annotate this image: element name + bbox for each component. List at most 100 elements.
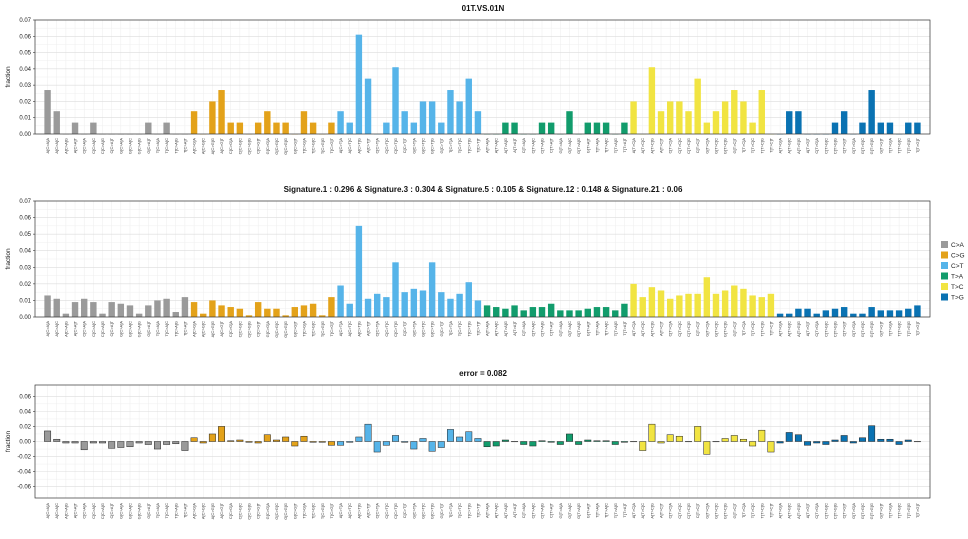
bar	[502, 440, 508, 442]
bar	[383, 442, 389, 446]
x-tick-label: C[T>G]A	[814, 138, 819, 154]
x-tick-label: T[T>G]C	[897, 503, 902, 519]
x-tick-label: G[T>A]T	[585, 502, 590, 518]
x-tick-label: G[T>A]A	[558, 138, 563, 154]
x-tick-label: G[T>G]G	[869, 503, 874, 519]
bar	[118, 304, 124, 317]
legend-label: C>T	[951, 263, 963, 270]
bar	[749, 123, 755, 134]
y-tick-label: 0.02	[19, 424, 31, 430]
bar	[264, 111, 270, 134]
x-tick-label: T[T>C]T	[768, 320, 773, 335]
bar	[136, 314, 142, 317]
x-tick-label: C[T>C]T	[695, 320, 700, 336]
bar	[859, 438, 865, 442]
legend: C>AC>GC>TT>AT>CT>G	[941, 241, 965, 302]
x-tick-label: T[T>G]G	[906, 503, 911, 519]
bar	[54, 111, 60, 134]
bar	[108, 442, 114, 449]
bar	[530, 442, 536, 447]
legend-swatch	[941, 252, 948, 259]
bar	[237, 123, 243, 134]
bar	[145, 123, 151, 134]
bar	[887, 123, 893, 134]
x-tick-label: G[C>T]A	[411, 503, 416, 519]
x-tick-label: C[C>G]G	[247, 138, 252, 155]
x-tick-label: C[T>C]T	[695, 137, 700, 153]
bar	[520, 310, 526, 317]
bar	[118, 442, 124, 448]
x-tick-label: A[T>C]A	[631, 503, 636, 519]
bar	[182, 297, 188, 317]
x-tick-label: T[T>A]A	[594, 138, 599, 153]
bar	[218, 90, 224, 134]
bar	[887, 310, 893, 317]
x-tick-label: A[T>A]A	[485, 503, 490, 518]
bar	[237, 440, 243, 442]
bar	[722, 438, 728, 441]
x-tick-label: A[T>C]T	[659, 137, 664, 153]
y-tick-label: -0.02	[17, 455, 31, 461]
bar	[63, 314, 69, 317]
bar	[731, 90, 737, 134]
x-tick-label: A[T>G]T	[805, 320, 810, 336]
x-tick-label: A[T>C]A	[631, 321, 636, 337]
x-tick-label: C[T>C]C	[677, 138, 682, 154]
bar	[328, 297, 334, 317]
panel-3-title: error = 0.082	[459, 369, 507, 378]
x-tick-label: G[C>A]T	[146, 137, 151, 153]
bar	[438, 123, 444, 134]
x-tick-label: T[C>T]T	[475, 137, 480, 152]
x-tick-label: C[C>T]C	[384, 321, 389, 337]
bar	[420, 290, 426, 317]
bar	[227, 123, 233, 134]
x-tick-label: G[C>G]G	[283, 503, 288, 520]
x-tick-label: C[C>T]A	[375, 321, 380, 337]
bar	[795, 111, 801, 134]
bar	[347, 304, 353, 317]
x-tick-label: C[T>A]T	[549, 502, 554, 518]
bar	[640, 442, 646, 451]
bar	[173, 312, 179, 317]
x-tick-label: G[T>C]T	[732, 502, 737, 518]
bar	[868, 426, 874, 442]
x-tick-label: C[T>G]A	[814, 321, 819, 337]
bar	[749, 295, 755, 317]
bar	[804, 309, 810, 317]
bar	[713, 111, 719, 134]
x-tick-label: A[T>G]C	[787, 321, 792, 337]
x-tick-label: T[T>G]C	[897, 138, 902, 154]
bar	[447, 429, 453, 441]
bar	[850, 314, 856, 317]
x-tick-label: A[T>C]G	[649, 503, 654, 519]
bar	[694, 426, 700, 441]
legend-label: T>C	[951, 284, 964, 291]
bar	[356, 35, 362, 134]
x-tick-label: G[C>T]G	[430, 503, 435, 519]
x-tick-label: G[C>G]C	[274, 138, 279, 155]
x-tick-label: C[C>T]T	[402, 137, 407, 153]
x-tick-label: A[T>A]T	[512, 137, 517, 152]
x-tick-label: A[C>G]A	[192, 321, 197, 337]
bar	[337, 111, 343, 134]
x-tick-label: C[T>G]C	[823, 138, 828, 154]
bar	[585, 440, 591, 442]
x-tick-label: G[T>G]G	[869, 138, 874, 154]
x-tick-label: T[C>A]A	[155, 321, 160, 337]
bar	[759, 430, 765, 441]
bar	[786, 111, 792, 134]
bar	[704, 442, 710, 455]
bar	[90, 302, 96, 317]
x-tick-label: G[C>A]C	[127, 321, 132, 337]
bar	[154, 300, 160, 317]
bar	[740, 439, 746, 441]
bar	[429, 262, 435, 317]
bar	[44, 431, 50, 442]
bar	[832, 440, 838, 442]
x-tick-label: T[T>A]G	[613, 503, 618, 518]
x-tick-label: A[T>A]A	[485, 321, 490, 336]
bar	[759, 90, 765, 134]
x-tick-label: C[C>G]C	[237, 503, 242, 519]
x-tick-label: T[T>G]T	[915, 137, 920, 153]
bar	[878, 439, 884, 441]
